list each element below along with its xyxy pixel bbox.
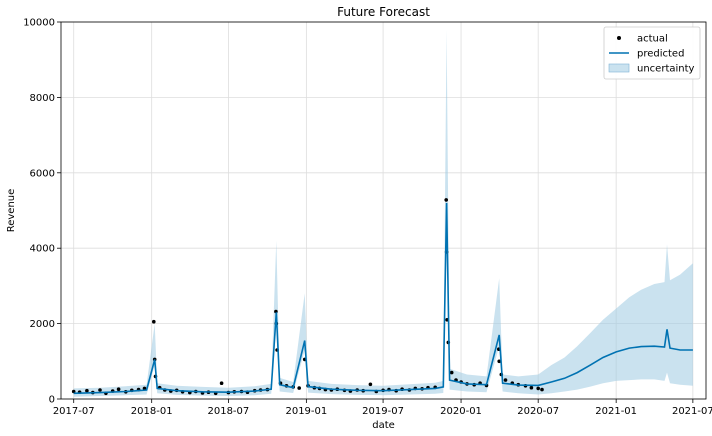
actual-point [449, 370, 454, 375]
x-tick-label: 2017-07 [53, 406, 95, 417]
actual-point [503, 378, 508, 382]
x-tick-label: 2020-01 [440, 406, 482, 417]
x-tick-label: 2018-07 [207, 406, 249, 417]
actual-point [497, 359, 502, 364]
x-tick-label: 2018-01 [131, 406, 173, 417]
legend-predicted-label: predicted [637, 49, 684, 60]
x-axis-ticks: 2017-07 2018-01 2018-07 2019-01 2019-07 2020-… [53, 399, 712, 417]
y-tick-label: 0 [49, 395, 55, 406]
legend-actual-marker [617, 36, 621, 40]
actual-point [536, 386, 540, 391]
actual-point [444, 198, 449, 202]
predicted-line [73, 202, 693, 395]
actual-point [219, 381, 224, 386]
actual-point [85, 388, 89, 393]
x-tick-label: 2019-01 [285, 406, 327, 417]
chart-title: Future Forecast [337, 5, 430, 19]
actual-point [529, 385, 534, 390]
uncertainty-band [73, 29, 693, 397]
x-tick-label: 2019-07 [362, 406, 404, 417]
legend-actual-label: actual [637, 34, 668, 45]
actual-point [540, 387, 544, 392]
actual-point [152, 319, 156, 324]
y-tick-label: 8000 [30, 93, 55, 104]
y-axis-ticks: 0 2000 4000 6000 8000 10000 [23, 18, 61, 406]
y-tick-label: 2000 [30, 319, 55, 330]
legend-uncertainty-marker [608, 63, 630, 73]
actual-point [98, 388, 102, 392]
actual-point [297, 386, 302, 390]
y-tick-label: 10000 [23, 18, 55, 29]
y-tick-label: 6000 [30, 168, 55, 179]
actual-point [116, 387, 121, 392]
y-axis-label: Revenue [6, 189, 17, 233]
x-tick-label: 2021-01 [595, 406, 637, 417]
x-tick-label: 2020-07 [517, 406, 559, 417]
x-axis-label: date [372, 420, 395, 431]
x-tick-label: 2021-07 [672, 406, 712, 417]
legend-uncertainty-label: uncertainty [637, 64, 695, 75]
plot-area [60, 21, 707, 400]
actual-point [71, 389, 76, 394]
actual-point [368, 382, 373, 387]
legend: actual predicted uncertainty [603, 26, 701, 80]
y-tick-label: 4000 [30, 244, 55, 255]
